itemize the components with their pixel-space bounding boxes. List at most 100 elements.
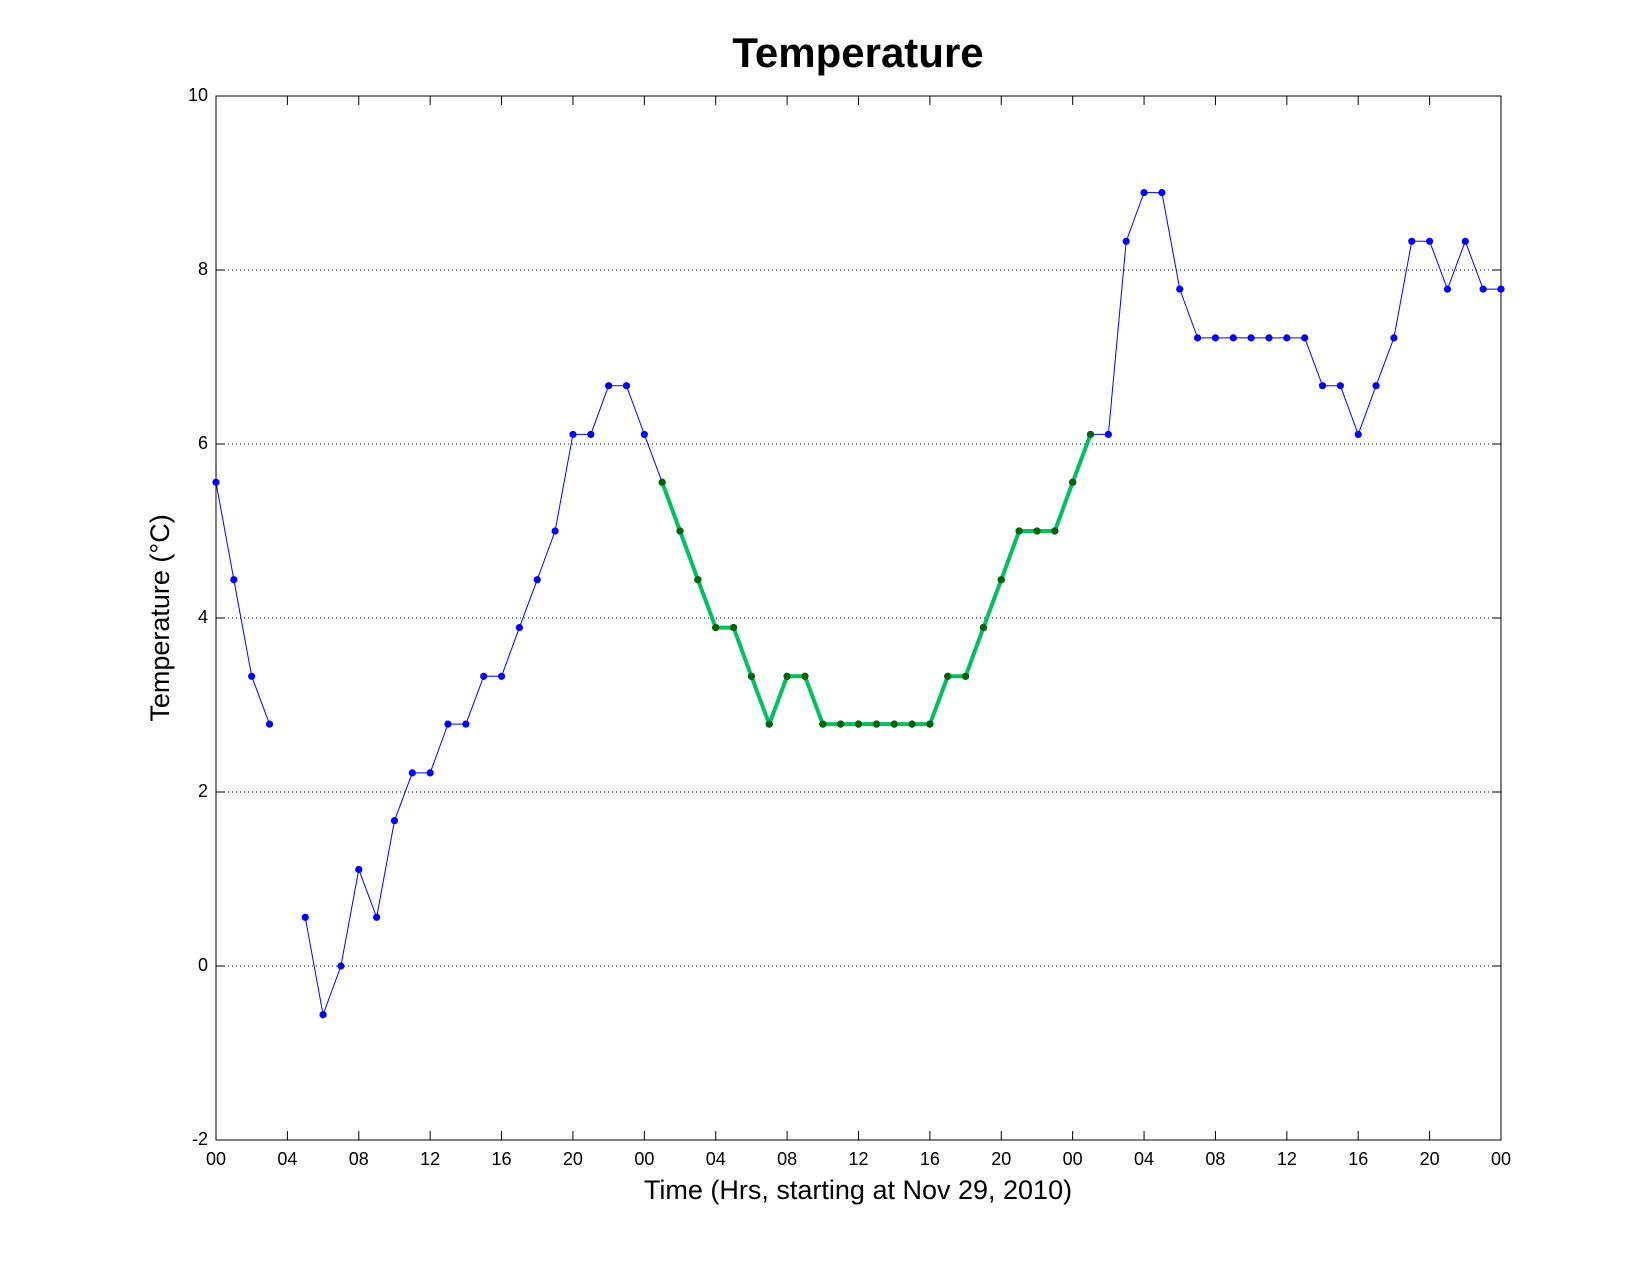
data-point xyxy=(1211,334,1220,342)
x-axis-label: Time (Hrs, starting at Nov 29, 2010) xyxy=(644,1175,1072,1205)
data-point xyxy=(373,913,381,921)
x-tick-label: 04 xyxy=(277,1149,297,1169)
data-point xyxy=(301,913,309,921)
data-point xyxy=(712,623,720,632)
data-point xyxy=(212,478,220,486)
data-point xyxy=(944,672,952,680)
x-tick-label: 00 xyxy=(1063,1149,1083,1169)
data-point xyxy=(961,672,970,680)
x-tick-label: 16 xyxy=(492,1149,512,1169)
data-point xyxy=(1283,334,1291,342)
x-tick-label: 12 xyxy=(848,1149,868,1169)
data-point xyxy=(605,382,613,390)
x-tick-label: 20 xyxy=(991,1149,1011,1169)
data-point xyxy=(337,962,345,970)
data-point xyxy=(1336,382,1344,390)
data-point xyxy=(1176,285,1184,293)
y-tick-label: 10 xyxy=(188,85,208,105)
x-tick-label: 08 xyxy=(349,1149,369,1169)
data-point xyxy=(480,672,488,680)
data-point xyxy=(729,623,738,632)
data-point xyxy=(890,720,898,728)
data-point xyxy=(1497,285,1505,293)
data-point xyxy=(1372,382,1380,390)
data-point xyxy=(765,720,773,728)
data-point xyxy=(390,817,399,825)
data-point xyxy=(640,430,648,439)
data-point xyxy=(569,430,577,439)
data-point xyxy=(979,623,988,632)
data-point xyxy=(587,430,595,439)
chart-title: Temperature xyxy=(732,29,983,76)
data-point xyxy=(1229,334,1237,342)
data-point xyxy=(854,720,863,728)
x-tick-label: 16 xyxy=(1348,1149,1368,1169)
data-point xyxy=(1069,478,1077,486)
data-point xyxy=(997,576,1005,584)
x-tick-label: 20 xyxy=(1420,1149,1440,1169)
data-point xyxy=(533,576,541,584)
data-point xyxy=(819,720,827,728)
data-point xyxy=(355,865,363,874)
data-point xyxy=(444,720,452,728)
plot-frame xyxy=(215,95,1502,1141)
y-tick-label: 2 xyxy=(198,781,208,801)
data-point xyxy=(1193,334,1202,342)
data-point xyxy=(622,382,631,390)
data-point xyxy=(426,769,434,777)
x-tick-label: 04 xyxy=(706,1149,726,1169)
data-point xyxy=(319,1011,327,1019)
x-tick-label: 16 xyxy=(920,1149,940,1169)
y-tick-label: -2 xyxy=(192,1129,208,1149)
data-point xyxy=(497,672,506,680)
data-point xyxy=(408,769,416,777)
data-point xyxy=(1247,334,1255,342)
data-point xyxy=(1318,382,1327,390)
data-point xyxy=(694,576,702,584)
data-point xyxy=(1122,237,1130,245)
x-tick-label: 20 xyxy=(563,1149,583,1169)
data-point xyxy=(1426,237,1434,245)
x-tick-label: 08 xyxy=(1205,1149,1225,1169)
data-point xyxy=(1443,285,1452,293)
y-tick-label: 4 xyxy=(198,607,208,627)
data-point xyxy=(801,672,809,680)
data-point xyxy=(1033,527,1041,535)
data-point xyxy=(1354,430,1362,439)
y-tick-label: 6 xyxy=(198,433,208,453)
data-point xyxy=(515,623,524,632)
data-point xyxy=(265,720,274,728)
data-point xyxy=(551,527,559,535)
data-point xyxy=(658,478,666,486)
x-tick-label: 00 xyxy=(206,1149,226,1169)
y-tick-label: 8 xyxy=(198,259,208,279)
data-point xyxy=(1015,527,1023,535)
data-point xyxy=(1086,430,1095,439)
data-point xyxy=(1479,285,1487,293)
x-tick-label: 00 xyxy=(1491,1149,1511,1169)
y-tick-label: 0 xyxy=(198,955,208,975)
data-point xyxy=(837,720,845,728)
data-point xyxy=(747,672,756,680)
data-point xyxy=(1461,237,1469,245)
data-point xyxy=(1104,430,1112,439)
data-point xyxy=(1301,334,1309,342)
data-point xyxy=(872,720,880,728)
x-tick-label: 08 xyxy=(777,1149,797,1169)
data-point xyxy=(230,576,238,584)
data-point xyxy=(1140,188,1148,197)
data-point xyxy=(783,672,791,680)
data-point xyxy=(248,672,256,680)
x-tick-label: 04 xyxy=(1134,1149,1154,1169)
data-point xyxy=(908,720,916,728)
data-point xyxy=(462,720,470,728)
x-tick-label: 12 xyxy=(1277,1149,1297,1169)
x-tick-label: 00 xyxy=(634,1149,654,1169)
data-point xyxy=(676,527,684,535)
y-axis-label: Temperature (°C) xyxy=(145,514,175,721)
data-point xyxy=(1390,334,1398,342)
plot-area xyxy=(216,96,1501,1140)
data-point xyxy=(926,720,934,728)
data-point xyxy=(1265,334,1273,342)
